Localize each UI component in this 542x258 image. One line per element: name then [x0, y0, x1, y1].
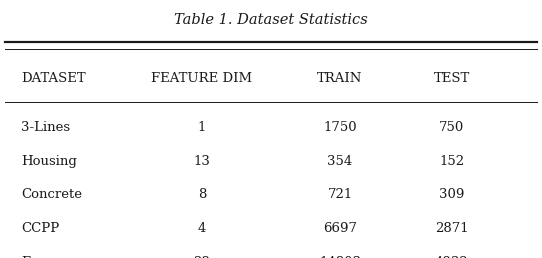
Text: 1750: 1750 [323, 121, 357, 134]
Text: 152: 152 [439, 155, 464, 168]
Text: 13: 13 [193, 155, 210, 168]
Text: Table 1. Dataset Statistics: Table 1. Dataset Statistics [174, 13, 368, 27]
Text: 721: 721 [327, 189, 353, 201]
Text: TEST: TEST [434, 72, 470, 85]
Text: TRAIN: TRAIN [318, 72, 363, 85]
Text: 309: 309 [439, 189, 464, 201]
Text: DATASET: DATASET [21, 72, 86, 85]
Text: 354: 354 [327, 155, 353, 168]
Text: Energy: Energy [21, 256, 69, 258]
Text: 14803: 14803 [319, 256, 361, 258]
Text: 28: 28 [193, 256, 210, 258]
Text: 4: 4 [198, 222, 206, 235]
Text: 4932: 4932 [435, 256, 468, 258]
Text: FEATURE DIM: FEATURE DIM [151, 72, 253, 85]
Text: 8: 8 [198, 189, 206, 201]
Text: 1: 1 [198, 121, 206, 134]
Text: Housing: Housing [21, 155, 77, 168]
Text: 3-Lines: 3-Lines [21, 121, 70, 134]
Text: 6697: 6697 [323, 222, 357, 235]
Text: Concrete: Concrete [21, 189, 82, 201]
Text: 750: 750 [439, 121, 464, 134]
Text: CCPP: CCPP [21, 222, 60, 235]
Text: 2871: 2871 [435, 222, 468, 235]
